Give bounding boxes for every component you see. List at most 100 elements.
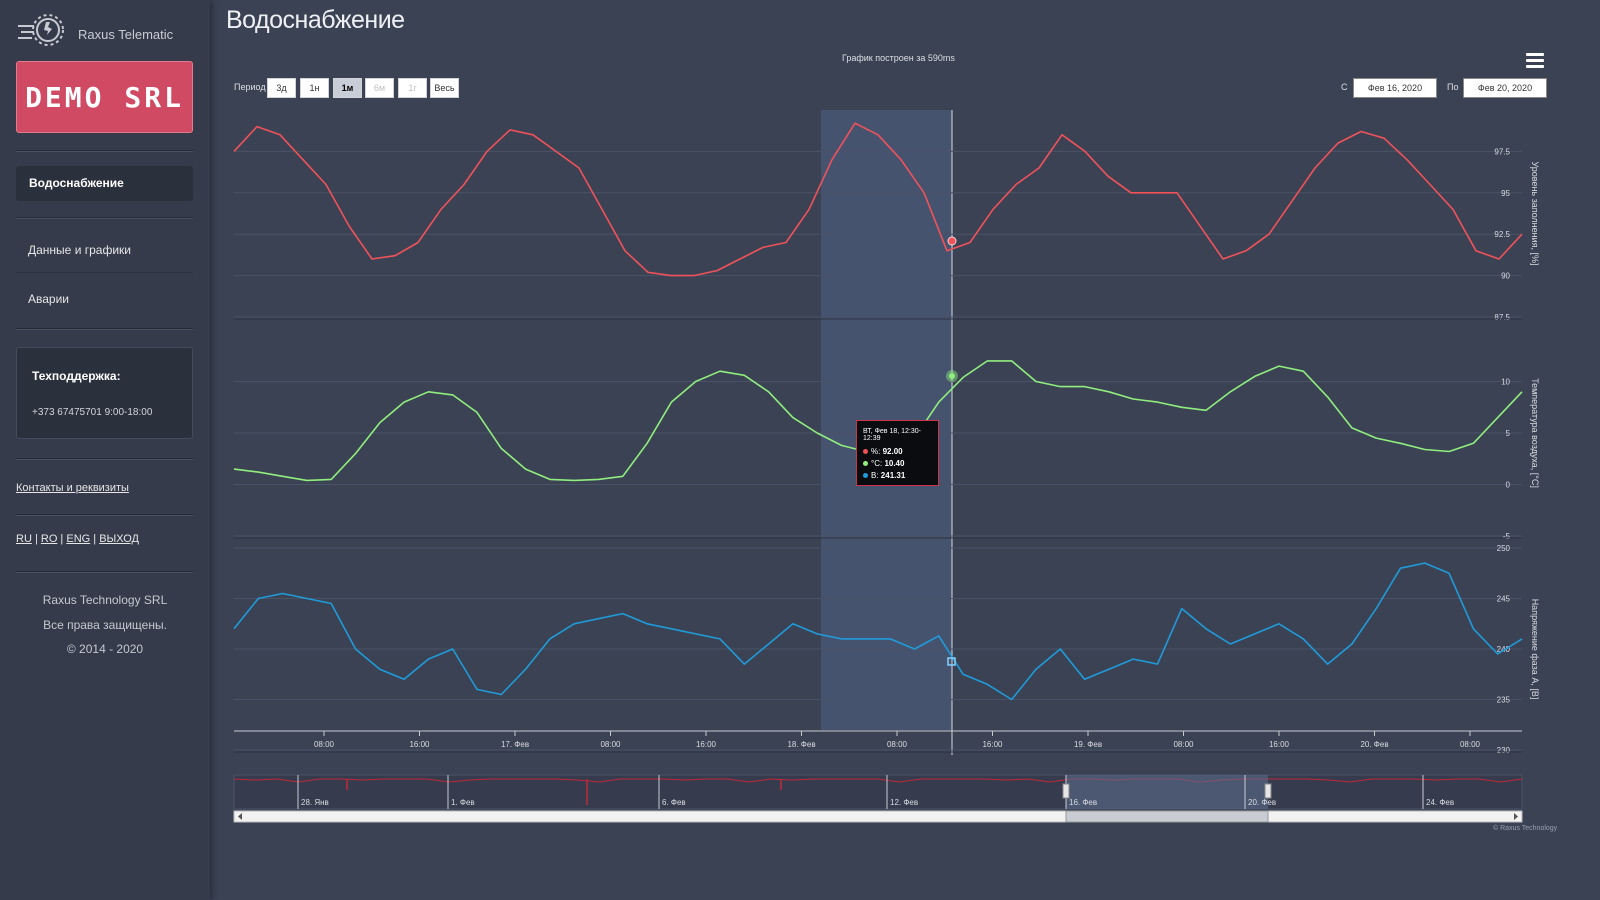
navigator-tick-label: 1. Фев bbox=[451, 798, 475, 807]
y-tick-label: 92.5 bbox=[1494, 230, 1510, 239]
y-tick-label: 0 bbox=[1506, 481, 1511, 490]
contacts-link[interactable]: Контакты и реквизиты bbox=[16, 482, 129, 494]
tooltip-value: 10.40 bbox=[884, 459, 905, 468]
tooltip-label: В: bbox=[871, 471, 879, 480]
credit-text: © Raxus Technology bbox=[1493, 825, 1558, 832]
from-date-input[interactable]: Фев 16, 2020 bbox=[1353, 78, 1437, 98]
navigator-handle[interactable] bbox=[1062, 783, 1070, 799]
scrollbar-thumb[interactable] bbox=[1065, 810, 1269, 823]
lang-eng-link[interactable]: ENG bbox=[66, 533, 91, 545]
x-tick-label: 18. Фев bbox=[787, 740, 815, 749]
page-title: Водоснабжение bbox=[226, 6, 405, 34]
tooltip-label: %: bbox=[871, 447, 881, 456]
y-axis-title: Температура воздуха, [°C] bbox=[1530, 378, 1540, 488]
voltage-marker bbox=[947, 657, 956, 666]
gear-logo-icon bbox=[18, 14, 64, 46]
support-title: Техподдержка: bbox=[32, 369, 121, 383]
nav-item-alarms[interactable]: Аварии bbox=[28, 292, 69, 306]
x-tick-label: 08:00 bbox=[600, 740, 621, 749]
series-line bbox=[233, 562, 1523, 701]
tooltip-row-voltage: В: 241.31 bbox=[863, 471, 938, 480]
chart-build-note: График построен за 590ms bbox=[842, 53, 955, 63]
footer-rights: Все права защищены. bbox=[43, 618, 167, 632]
x-tick-label: 08:00 bbox=[1460, 740, 1481, 749]
y-tick-label: 5 bbox=[1506, 429, 1511, 438]
navigator-handle[interactable] bbox=[1264, 783, 1272, 799]
navigator-tick-label: 12. Фев bbox=[890, 798, 918, 807]
y-axis-title: Уровень заполнения, [%] bbox=[1530, 161, 1540, 265]
y-tick-label: 245 bbox=[1497, 595, 1511, 604]
x-tick-label: 17. Фев bbox=[501, 740, 529, 749]
language-switcher: RU | RO | ENG | ВЫХОД bbox=[16, 533, 139, 545]
main-content: Водоснабжение График построен за 590ms П… bbox=[210, 0, 1600, 900]
period-1m-button[interactable]: 1м bbox=[333, 78, 362, 98]
divider bbox=[16, 514, 193, 516]
x-tick-label: 20. Фев bbox=[1360, 740, 1388, 749]
navigator-tick-label: 28. Янв bbox=[301, 798, 329, 807]
navigator-series bbox=[233, 778, 1523, 783]
x-tick-label: 08:00 bbox=[1173, 740, 1194, 749]
logo[interactable]: Raxus Telematic bbox=[16, 12, 173, 48]
x-tick-label: 19. Фев bbox=[1074, 740, 1102, 749]
period-all-button[interactable]: Весь bbox=[430, 78, 459, 98]
hamburger-icon bbox=[1526, 53, 1544, 56]
nav-item-data-charts[interactable]: Данные и графики bbox=[28, 243, 131, 257]
chart-menu-button[interactable] bbox=[1523, 50, 1547, 70]
divider bbox=[16, 458, 193, 460]
temp-marker bbox=[949, 373, 955, 379]
footer-years: © 2014 - 2020 bbox=[66, 642, 144, 656]
x-tick-label: 08:00 bbox=[314, 740, 335, 749]
logout-link[interactable]: ВЫХОД bbox=[99, 533, 139, 545]
nav-item-water-supply[interactable]: Водоснабжение bbox=[16, 166, 193, 201]
divider bbox=[16, 272, 193, 273]
company-badge[interactable]: DEMO SRL bbox=[16, 61, 193, 133]
y-tick-label: 10 bbox=[1501, 378, 1510, 387]
to-label: По bbox=[1447, 82, 1459, 92]
navigator-background bbox=[233, 774, 1523, 810]
divider bbox=[16, 150, 193, 152]
x-tick-label: 16:00 bbox=[1269, 740, 1290, 749]
y-tick-label: 97.5 bbox=[1494, 147, 1510, 156]
divider bbox=[16, 571, 193, 573]
scroll-left-arrow-icon[interactable] bbox=[238, 813, 242, 820]
tooltip-header: ВТ, Фев 18, 12:30-12:39 bbox=[863, 428, 921, 442]
x-tick-label: 16:00 bbox=[982, 740, 1003, 749]
y-tick-label: 235 bbox=[1497, 696, 1511, 705]
support-phone: +373 67475701 9:00-18:00 bbox=[32, 407, 153, 418]
period-1w-button[interactable]: 1н bbox=[300, 78, 329, 98]
hamburger-icon bbox=[1526, 59, 1544, 62]
navigator-tick-label: 6. Фев bbox=[662, 798, 686, 807]
tooltip-value: 92.00 bbox=[882, 447, 903, 456]
x-tick-label: 08:00 bbox=[887, 740, 908, 749]
lang-ro-link[interactable]: RO bbox=[40, 533, 58, 545]
period-3d-button[interactable]: 3д bbox=[267, 78, 296, 98]
series-dot-icon bbox=[863, 449, 868, 455]
series-line bbox=[233, 122, 1523, 277]
period-label: Период bbox=[234, 82, 266, 92]
footer-company: Raxus Technology SRL bbox=[42, 593, 168, 607]
to-date-input[interactable]: Фев 20, 2020 bbox=[1463, 78, 1547, 98]
y-tick-label: 87.5 bbox=[1494, 313, 1510, 322]
y-tick-label: 90 bbox=[1501, 272, 1510, 281]
tooltip-row-temp: °C: 10.40 bbox=[863, 459, 938, 468]
series-dot-icon bbox=[863, 473, 868, 479]
period-6m-button[interactable]: 6м bbox=[365, 78, 394, 98]
divider bbox=[16, 217, 193, 219]
navigator-tick-label: 16. Фев bbox=[1069, 798, 1097, 807]
navigator-tick-label: 20. Фев bbox=[1248, 798, 1276, 807]
level-marker bbox=[947, 236, 957, 246]
x-tick-label: 16:00 bbox=[696, 740, 717, 749]
sidebar: Raxus Telematic DEMO SRL Водоснабжение Д… bbox=[0, 0, 210, 900]
scroll-right-arrow-icon[interactable] bbox=[1514, 813, 1518, 820]
scrollbar-track[interactable] bbox=[233, 810, 1523, 823]
y-tick-label: 95 bbox=[1501, 189, 1510, 198]
x-tick-label: 16:00 bbox=[409, 740, 430, 749]
chart-tooltip: ВТ, Фев 18, 12:30-12:39 %: 92.00 °C: 10.… bbox=[856, 420, 939, 486]
y-tick-label: 230 bbox=[1497, 746, 1511, 755]
lang-ru-link[interactable]: RU bbox=[16, 533, 32, 545]
support-box: Техподдержка: +373 67475701 9:00-18:00 bbox=[16, 347, 193, 439]
period-1y-button[interactable]: 1г bbox=[398, 78, 427, 98]
tooltip-label: °C: bbox=[871, 459, 883, 468]
divider bbox=[16, 328, 193, 330]
navigator-tick-label: 24. Фев bbox=[1426, 798, 1454, 807]
